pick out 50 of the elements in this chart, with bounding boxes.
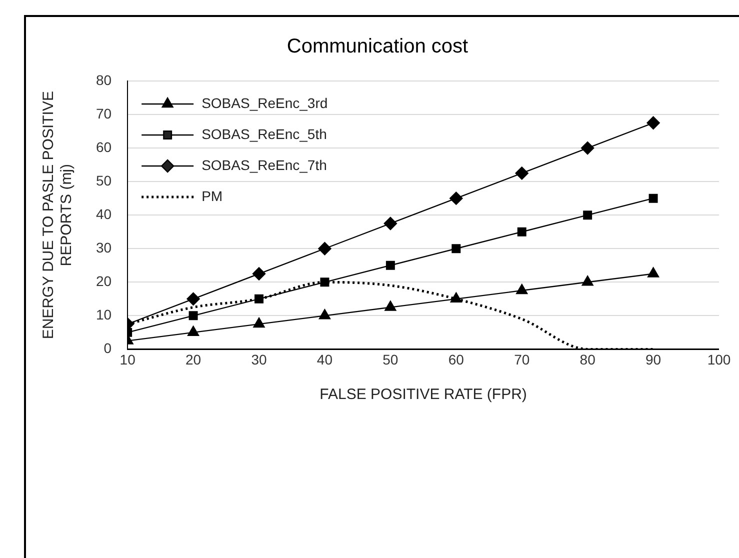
legend-label: PM <box>202 188 223 204</box>
legend-label: SOBAS_ReEnc_5th <box>202 126 327 142</box>
point <box>646 116 660 130</box>
legend-label: SOBAS_ReEnc_7th <box>202 156 327 173</box>
point <box>580 141 594 155</box>
point <box>253 317 265 328</box>
y-tick-label: 60 <box>96 138 112 155</box>
x-tick-label: 20 <box>185 351 202 368</box>
point <box>186 292 200 306</box>
x-tick-label: 60 <box>448 351 464 368</box>
x-tick-label: 10 <box>120 351 136 368</box>
point <box>386 260 395 270</box>
point <box>450 192 463 205</box>
point <box>187 326 200 336</box>
y-tick-label: 40 <box>96 206 112 222</box>
y-axis-title: ENERGY DUE TO PASLE POSITIVE REPORTS (mj) <box>40 91 76 340</box>
y-tick-label: 30 <box>96 239 112 256</box>
point <box>252 267 266 280</box>
x-tick-label: 80 <box>580 351 596 368</box>
point <box>452 244 461 254</box>
y-tick-label: 70 <box>96 105 112 122</box>
legend-label: SOBAS_ReEnc_3rd <box>202 94 328 111</box>
point <box>515 166 528 180</box>
x-axis-title: FALSE POSITIVE RATE (FPR) <box>320 386 527 404</box>
point <box>516 284 528 294</box>
point <box>254 294 264 304</box>
y-tick-label: 50 <box>96 172 112 188</box>
point <box>318 309 331 320</box>
point <box>517 227 526 236</box>
y-tick-label: 0 <box>104 340 112 356</box>
chart-title: Communication cost <box>286 36 469 58</box>
y-tick-label: 80 <box>96 72 112 88</box>
point <box>648 194 658 203</box>
point <box>647 267 660 278</box>
point <box>384 300 396 311</box>
point <box>450 292 462 303</box>
x-tick-label: 70 <box>514 351 530 368</box>
x-tick-label: 90 <box>645 351 662 368</box>
point <box>188 311 198 320</box>
y-tick-label: 20 <box>96 273 112 290</box>
point <box>320 278 330 287</box>
x-tick-label: 30 <box>251 351 267 368</box>
point <box>318 242 332 256</box>
x-tick-label: 40 <box>316 351 333 368</box>
x-tick-label: 100 <box>707 351 731 368</box>
point <box>582 276 594 286</box>
x-tick-label: 50 <box>382 351 398 368</box>
point <box>384 216 398 230</box>
point <box>583 210 592 220</box>
y-tick-label: 10 <box>96 306 112 323</box>
